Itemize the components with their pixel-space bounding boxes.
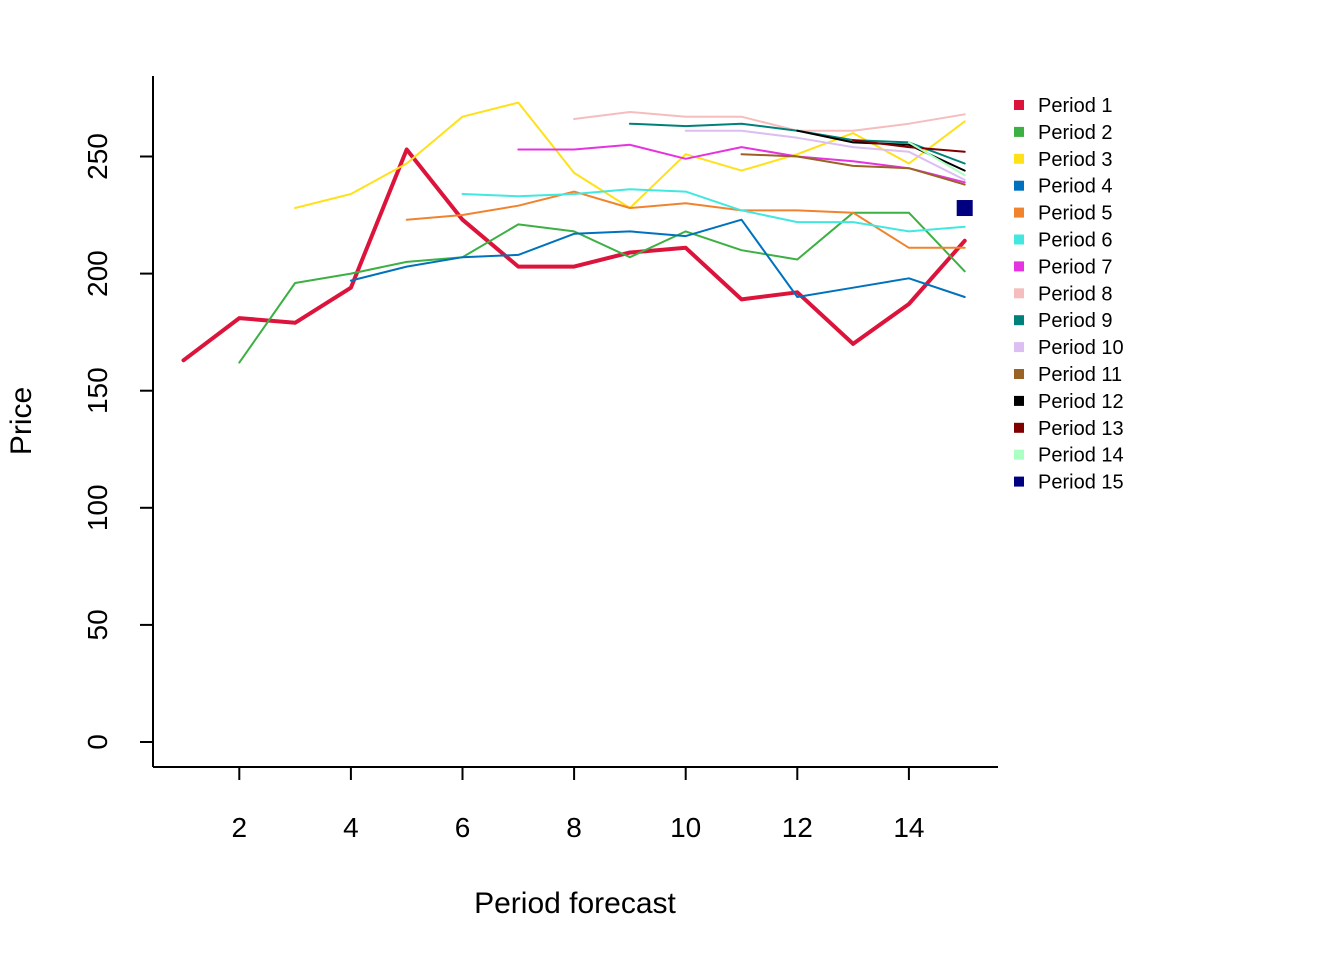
y-tick-label: 50 bbox=[82, 609, 113, 640]
legend-label: Period 13 bbox=[1038, 418, 1124, 440]
legend-swatch bbox=[1014, 369, 1024, 379]
series-13 bbox=[852, 139, 966, 153]
legend-label: Period 12 bbox=[1038, 391, 1124, 413]
x-tick-label: 12 bbox=[782, 812, 813, 843]
legend-swatch bbox=[1014, 126, 1024, 137]
series-line bbox=[294, 101, 966, 209]
series-line bbox=[405, 190, 966, 249]
legend-label: Period 15 bbox=[1038, 472, 1124, 494]
y-axis-title: Price bbox=[5, 387, 38, 455]
y-tick-label: 0 bbox=[82, 734, 113, 750]
series-line bbox=[461, 188, 966, 233]
legend-swatch bbox=[1014, 395, 1024, 406]
legend-swatch bbox=[1014, 180, 1024, 191]
x-tick-label: 2 bbox=[232, 812, 248, 843]
legend-swatch bbox=[1014, 234, 1024, 245]
legend-label: Period 6 bbox=[1038, 230, 1113, 252]
series-line bbox=[684, 129, 966, 181]
series-14 bbox=[907, 141, 966, 177]
legend-label: Period 11 bbox=[1038, 364, 1122, 386]
data-point bbox=[956, 200, 973, 217]
series-5 bbox=[405, 190, 966, 249]
legend-label: Period 10 bbox=[1038, 337, 1124, 359]
series-4 bbox=[349, 218, 966, 298]
legend-swatch bbox=[1014, 288, 1024, 299]
series-line bbox=[740, 153, 966, 186]
series-line bbox=[907, 141, 966, 177]
y-ticks: 0 50 100 150 200 250 bbox=[82, 133, 153, 750]
x-tick-label: 6 bbox=[455, 812, 471, 843]
series-2 bbox=[238, 211, 966, 364]
series-15 bbox=[956, 200, 973, 217]
legend-swatch bbox=[1014, 449, 1024, 460]
series-1 bbox=[181, 147, 967, 363]
legend-swatch bbox=[1014, 422, 1024, 433]
x-tick-label: 10 bbox=[670, 812, 701, 843]
series-line bbox=[517, 143, 966, 184]
y-tick-label: 150 bbox=[82, 367, 113, 414]
legend-label: Period 4 bbox=[1038, 176, 1113, 198]
series-8 bbox=[573, 111, 966, 132]
x-axis-title: Period forecast bbox=[474, 887, 676, 920]
axes: 2 4 6 8 10 12 14 0 50 100 150 200 250 bbox=[82, 76, 998, 843]
legend-swatch bbox=[1014, 476, 1024, 487]
series-line bbox=[181, 147, 967, 363]
legend-label: Period 7 bbox=[1038, 256, 1113, 278]
x-ticks: 2 4 6 8 10 12 14 bbox=[232, 767, 924, 843]
series-6 bbox=[461, 188, 966, 233]
legend-label: Period 14 bbox=[1038, 445, 1124, 467]
x-tick-label: 4 bbox=[343, 812, 359, 843]
series-line bbox=[852, 139, 966, 153]
legend-label: Period 3 bbox=[1038, 149, 1113, 171]
series-line bbox=[349, 218, 966, 298]
legend-label: Period 9 bbox=[1038, 310, 1113, 332]
legend: Period 1 Period 2 Period 3 Period 4 Period 5… bbox=[1014, 95, 1124, 494]
legend-swatch bbox=[1014, 342, 1024, 353]
series-line bbox=[238, 211, 966, 364]
legend-label: Period 2 bbox=[1038, 122, 1113, 144]
y-tick-label: 100 bbox=[82, 484, 113, 531]
legend-swatch bbox=[1014, 315, 1024, 326]
legend-swatch bbox=[1014, 100, 1024, 110]
series-3 bbox=[294, 101, 966, 209]
legend-swatch bbox=[1014, 207, 1024, 218]
legend-swatch bbox=[1014, 153, 1024, 164]
x-tick-label: 14 bbox=[893, 812, 924, 843]
y-tick-label: 200 bbox=[82, 250, 113, 297]
plot-series bbox=[181, 101, 973, 364]
y-tick-label: 250 bbox=[82, 133, 113, 180]
series-10 bbox=[684, 129, 966, 181]
legend-label: Period 8 bbox=[1038, 283, 1113, 305]
series-7 bbox=[517, 143, 966, 184]
legend-swatch bbox=[1014, 261, 1024, 272]
legend-label: Period 1 bbox=[1038, 95, 1113, 117]
series-line bbox=[573, 111, 966, 132]
legend-label: Period 5 bbox=[1038, 203, 1113, 225]
x-tick-label: 8 bbox=[566, 812, 582, 843]
series-11 bbox=[740, 153, 966, 186]
